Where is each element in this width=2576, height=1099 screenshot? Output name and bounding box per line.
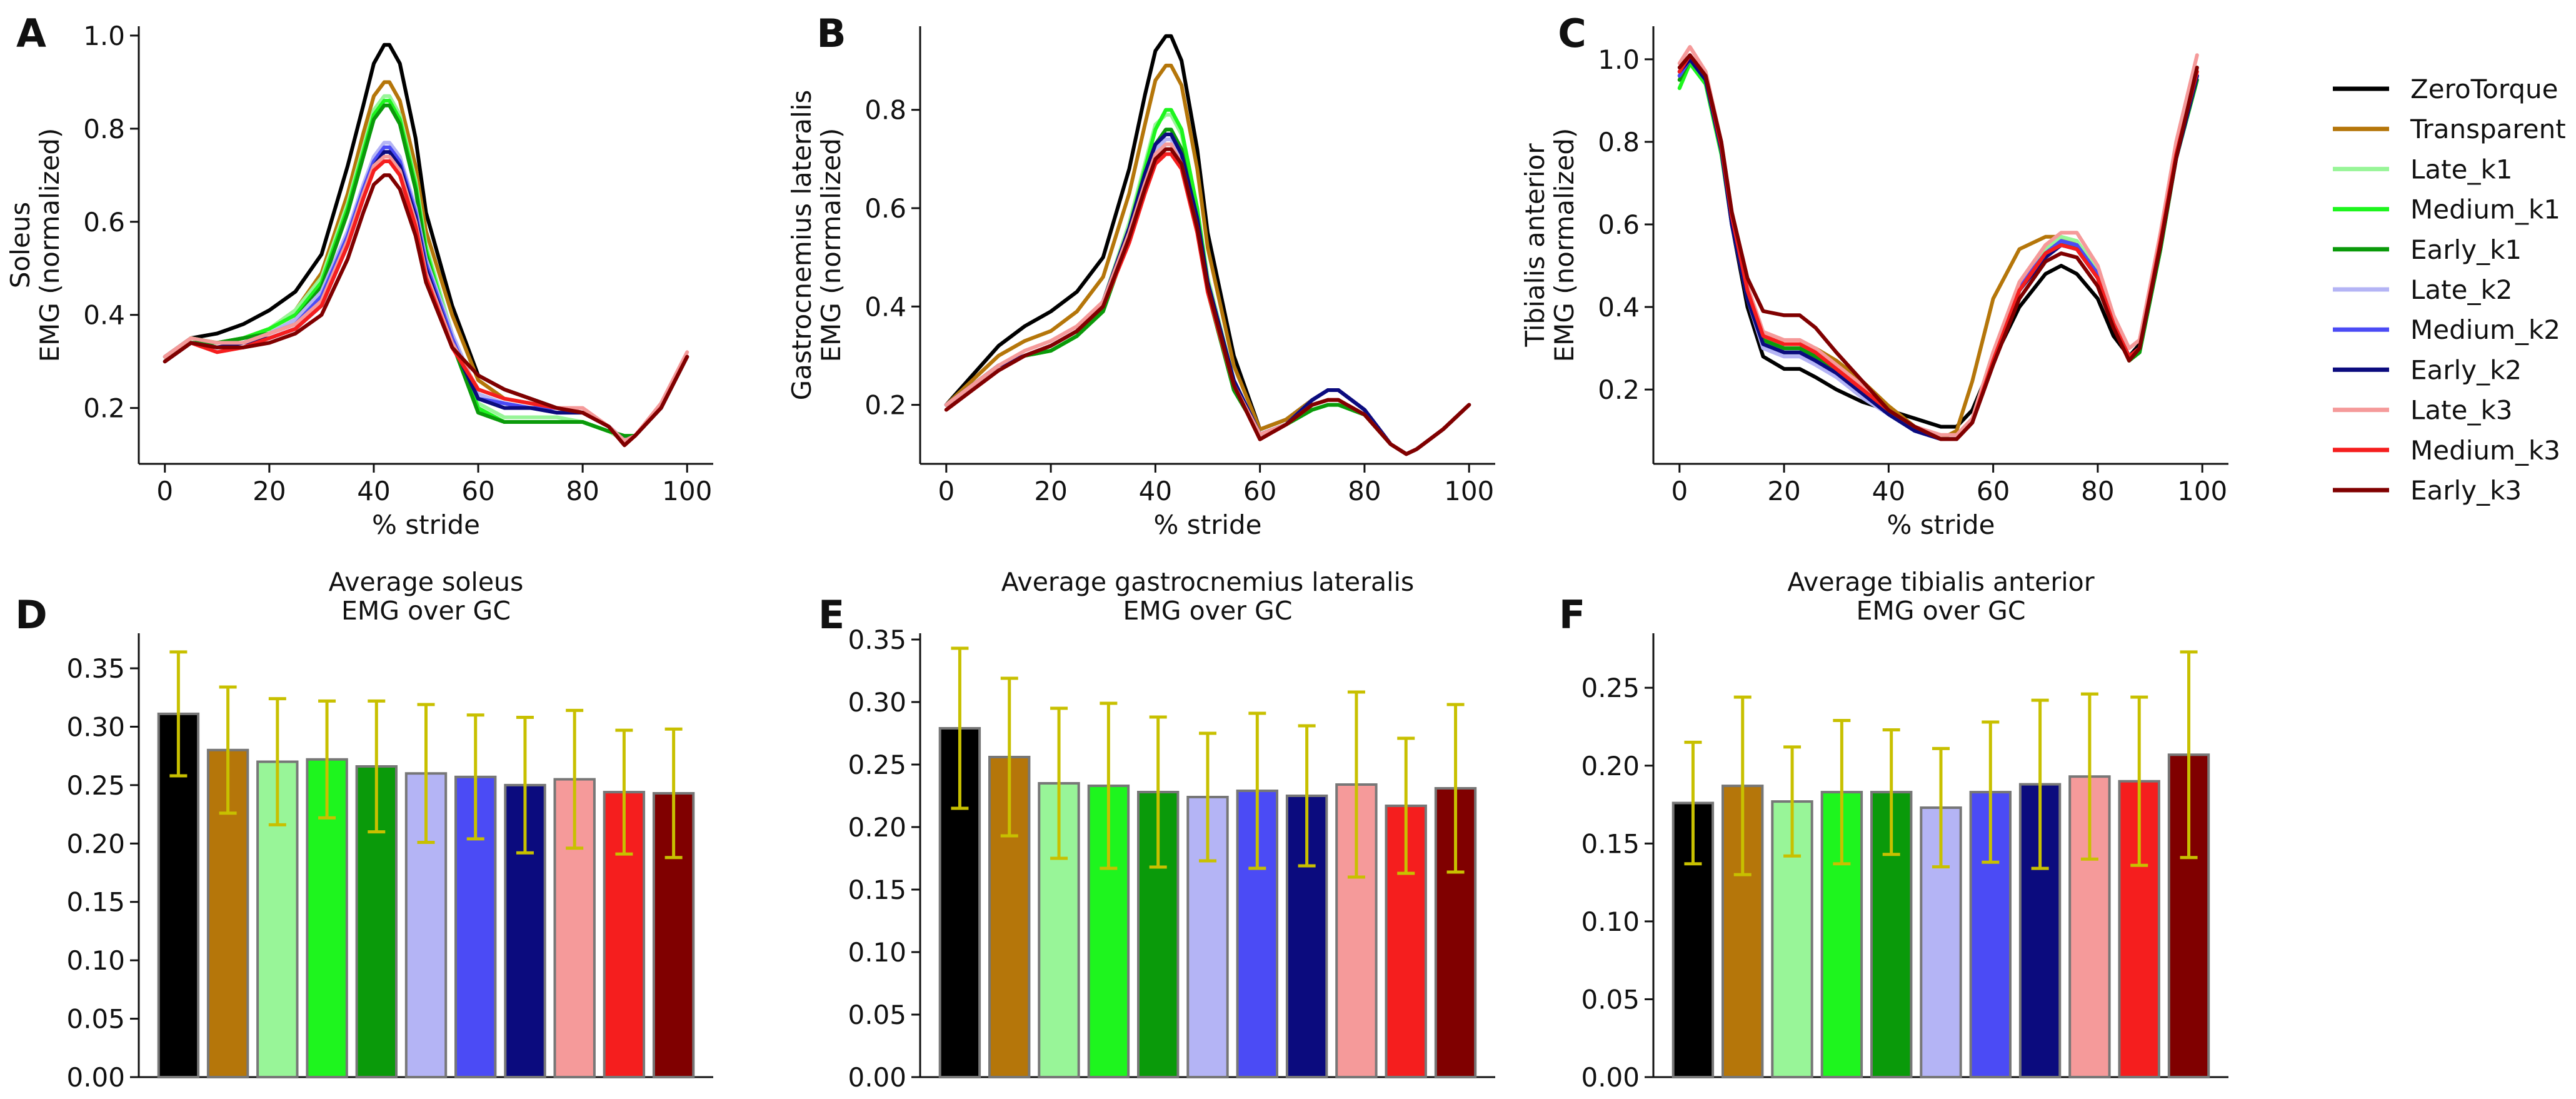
legend-label-late-k1: Late_k1 xyxy=(2410,154,2513,184)
legend-label-late-k2: Late_k2 xyxy=(2410,274,2513,305)
y-tick-label: 0.8 xyxy=(83,114,125,144)
x-tick-label: 80 xyxy=(2081,476,2114,506)
y-tick-label: 0.30 xyxy=(66,711,125,742)
panel-letter-f: F xyxy=(1559,592,1585,638)
panel-c-tibialis-line-chart: 0 20 40 60 80 100 0.2 0.4 0.6 0.8 1.0 % stride Tibia… xyxy=(1520,26,2228,540)
x-tick-label: 40 xyxy=(1872,476,1905,506)
x-tick-label: 0 xyxy=(938,476,955,506)
x-tick-label: 0 xyxy=(156,476,173,506)
y-tick-label: 0.2 xyxy=(83,393,125,424)
x-axis-label: % stride xyxy=(372,509,480,540)
legend-label-early-k2: Early_k2 xyxy=(2410,354,2522,385)
y-tick-label: 0.35 xyxy=(848,625,906,655)
x-tick-label: 60 xyxy=(1243,476,1276,506)
y-tick-label: 0.4 xyxy=(1598,292,1640,323)
y-tick-label: 0.6 xyxy=(83,207,125,238)
x-axis-label: % stride xyxy=(1153,509,1261,540)
y-tick-label: 0.05 xyxy=(1581,984,1640,1015)
chart-title: Average gastrocnemius lateralis xyxy=(1001,567,1414,597)
chart-title: EMG over GC xyxy=(1857,596,2026,626)
x-tick-label: 100 xyxy=(2177,476,2227,506)
legend-label-transparent: Transparent xyxy=(2410,114,2566,144)
y-axis-label: EMG (normalized) xyxy=(34,128,65,363)
chart-title: Average tibialis anterior xyxy=(1787,567,2094,597)
y-tick-label: 0.10 xyxy=(848,937,906,968)
panel-b-gastrocnemius-line-chart: 0 20 40 60 80 100 0.2 0.4 0.6 0.8 % stride Gastrocn… xyxy=(786,26,1495,540)
panel-e-gastrocnemius-bar-chart: 0.00 0.05 0.10 0.15 0.20 0.25 0.30 0.35 Average … xyxy=(848,567,1495,1093)
x-tick-label: 60 xyxy=(461,476,494,506)
panel-d-soleus-bar-chart: 0.00 0.05 0.10 0.15 0.20 0.25 0.30 0.35 Average … xyxy=(66,567,713,1093)
x-axis-label: % stride xyxy=(1887,509,1995,540)
y-axis-label: Tibialis anterior xyxy=(1520,143,1550,348)
y-axis-label: Gastrocnemius lateralis xyxy=(786,90,817,401)
legend-label-medium-k3: Medium_k3 xyxy=(2410,435,2560,466)
y-tick-label: 0.8 xyxy=(865,95,906,126)
y-tick-label: 0.10 xyxy=(66,945,125,976)
panel-f-tibialis-bar-chart: 0.00 0.05 0.10 0.15 0.20 0.25 Average tibialis… xyxy=(1581,567,2228,1093)
legend-label-medium-k2: Medium_k2 xyxy=(2410,314,2560,345)
y-tick-label: 0.20 xyxy=(848,812,906,843)
y-axis-label: EMG (normalized) xyxy=(1549,128,1580,363)
x-tick-label: 20 xyxy=(1767,476,1800,506)
panel-letter-e: E xyxy=(818,592,844,638)
y-tick-label: 0.2 xyxy=(865,390,906,421)
y-tick-label: 0.15 xyxy=(66,887,125,918)
legend-label-zerotorque: ZeroTorque xyxy=(2410,74,2558,104)
chart-title: Average soleus xyxy=(329,567,524,597)
y-tick-label: 0.00 xyxy=(1581,1062,1640,1093)
y-tick-label: 1.0 xyxy=(1598,44,1640,75)
panel-letter-d: D xyxy=(15,592,47,638)
y-tick-label: 0.25 xyxy=(848,750,906,780)
x-tick-label: 80 xyxy=(1348,476,1381,506)
panel-a-soleus-line-chart: 0 20 40 60 80 100 0.2 0.4 0.6 0.8 1.0 % stride Soleu… xyxy=(5,21,713,540)
y-axis-label: Soleus xyxy=(5,202,36,288)
y-tick-label: 0.2 xyxy=(1598,374,1640,405)
legend-label-late-k3: Late_k3 xyxy=(2410,395,2513,426)
y-tick-label: 0.25 xyxy=(66,770,125,801)
panel-letter-a: A xyxy=(16,11,46,56)
chart-title: EMG over GC xyxy=(341,596,511,626)
panel-letter-c: C xyxy=(1558,11,1586,56)
y-tick-label: 0.25 xyxy=(1581,673,1640,703)
y-tick-label: 0.6 xyxy=(865,193,906,224)
x-tick-label: 0 xyxy=(1671,476,1688,506)
x-tick-label: 40 xyxy=(357,476,390,506)
series-line-early-k3 xyxy=(163,173,689,448)
y-tick-label: 1.0 xyxy=(83,21,125,51)
y-tick-label: 0.6 xyxy=(1598,209,1640,240)
y-tick-label: 0.05 xyxy=(66,1004,125,1035)
x-tick-label: 100 xyxy=(662,476,712,506)
x-tick-label: 20 xyxy=(1034,476,1067,506)
legend-label-medium-k1: Medium_k1 xyxy=(2410,194,2560,225)
y-tick-label: 0.4 xyxy=(865,291,906,322)
legend-label-early-k3: Early_k3 xyxy=(2410,475,2522,506)
y-tick-label: 0.35 xyxy=(66,653,125,684)
y-tick-label: 0.4 xyxy=(83,300,125,331)
x-tick-label: 40 xyxy=(1139,476,1172,506)
chart-title: EMG over GC xyxy=(1123,596,1293,626)
y-tick-label: 0.30 xyxy=(848,687,906,718)
y-axis-label: EMG (normalized) xyxy=(816,128,846,363)
y-tick-label: 0.05 xyxy=(848,1000,906,1030)
y-tick-label: 0.20 xyxy=(66,828,125,859)
series-line-early-k3 xyxy=(1677,53,2199,441)
y-tick-label: 0.20 xyxy=(1581,751,1640,781)
y-tick-label: 0.15 xyxy=(848,875,906,905)
x-tick-label: 60 xyxy=(1977,476,2010,506)
y-tick-label: 0.8 xyxy=(1598,127,1640,158)
y-tick-label: 0.00 xyxy=(848,1062,906,1093)
x-tick-label: 100 xyxy=(1444,476,1494,506)
panel-letters: A B C D E F xyxy=(15,11,1586,638)
x-tick-label: 20 xyxy=(253,476,286,506)
y-tick-label: 0.00 xyxy=(66,1062,125,1093)
panel-letter-b: B xyxy=(816,11,846,56)
series-line-early-k3 xyxy=(944,147,1471,456)
y-tick-label: 0.15 xyxy=(1581,828,1640,859)
y-tick-label: 0.10 xyxy=(1581,906,1640,937)
legend: ZeroTorque Transparent Late_k1 Medium_k1 Ear… xyxy=(2333,74,2566,506)
x-tick-label: 80 xyxy=(566,476,599,506)
legend-label-early-k1: Early_k1 xyxy=(2410,234,2522,265)
